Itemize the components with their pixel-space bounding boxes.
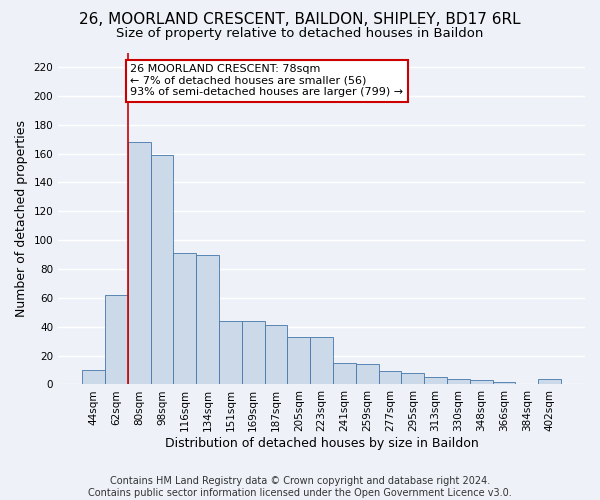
Bar (447, 378, 470, 384)
Bar (265, 326, 287, 384)
Bar (470, 380, 493, 384)
Bar (173, 253, 196, 384)
Bar (424, 377, 447, 384)
X-axis label: Distribution of detached houses by size in Baildon: Distribution of detached houses by size … (165, 437, 478, 450)
Text: Contains HM Land Registry data © Crown copyright and database right 2024.
Contai: Contains HM Land Registry data © Crown c… (88, 476, 512, 498)
Bar (242, 321, 265, 384)
Bar (287, 337, 310, 384)
Bar (219, 321, 242, 384)
Text: 26 MOORLAND CRESCENT: 78sqm
← 7% of detached houses are smaller (56)
93% of semi: 26 MOORLAND CRESCENT: 78sqm ← 7% of deta… (130, 64, 403, 97)
Bar (333, 363, 356, 384)
Bar (151, 155, 173, 384)
Bar (310, 337, 333, 384)
Bar (82, 370, 105, 384)
Bar (401, 373, 424, 384)
Y-axis label: Number of detached properties: Number of detached properties (15, 120, 28, 317)
Bar (128, 142, 151, 384)
Bar (493, 382, 515, 384)
Bar (105, 295, 128, 384)
Bar (538, 378, 561, 384)
Bar (379, 372, 401, 384)
Bar (356, 364, 379, 384)
Bar (196, 254, 219, 384)
Text: 26, MOORLAND CRESCENT, BAILDON, SHIPLEY, BD17 6RL: 26, MOORLAND CRESCENT, BAILDON, SHIPLEY,… (79, 12, 521, 28)
Text: Size of property relative to detached houses in Baildon: Size of property relative to detached ho… (116, 28, 484, 40)
